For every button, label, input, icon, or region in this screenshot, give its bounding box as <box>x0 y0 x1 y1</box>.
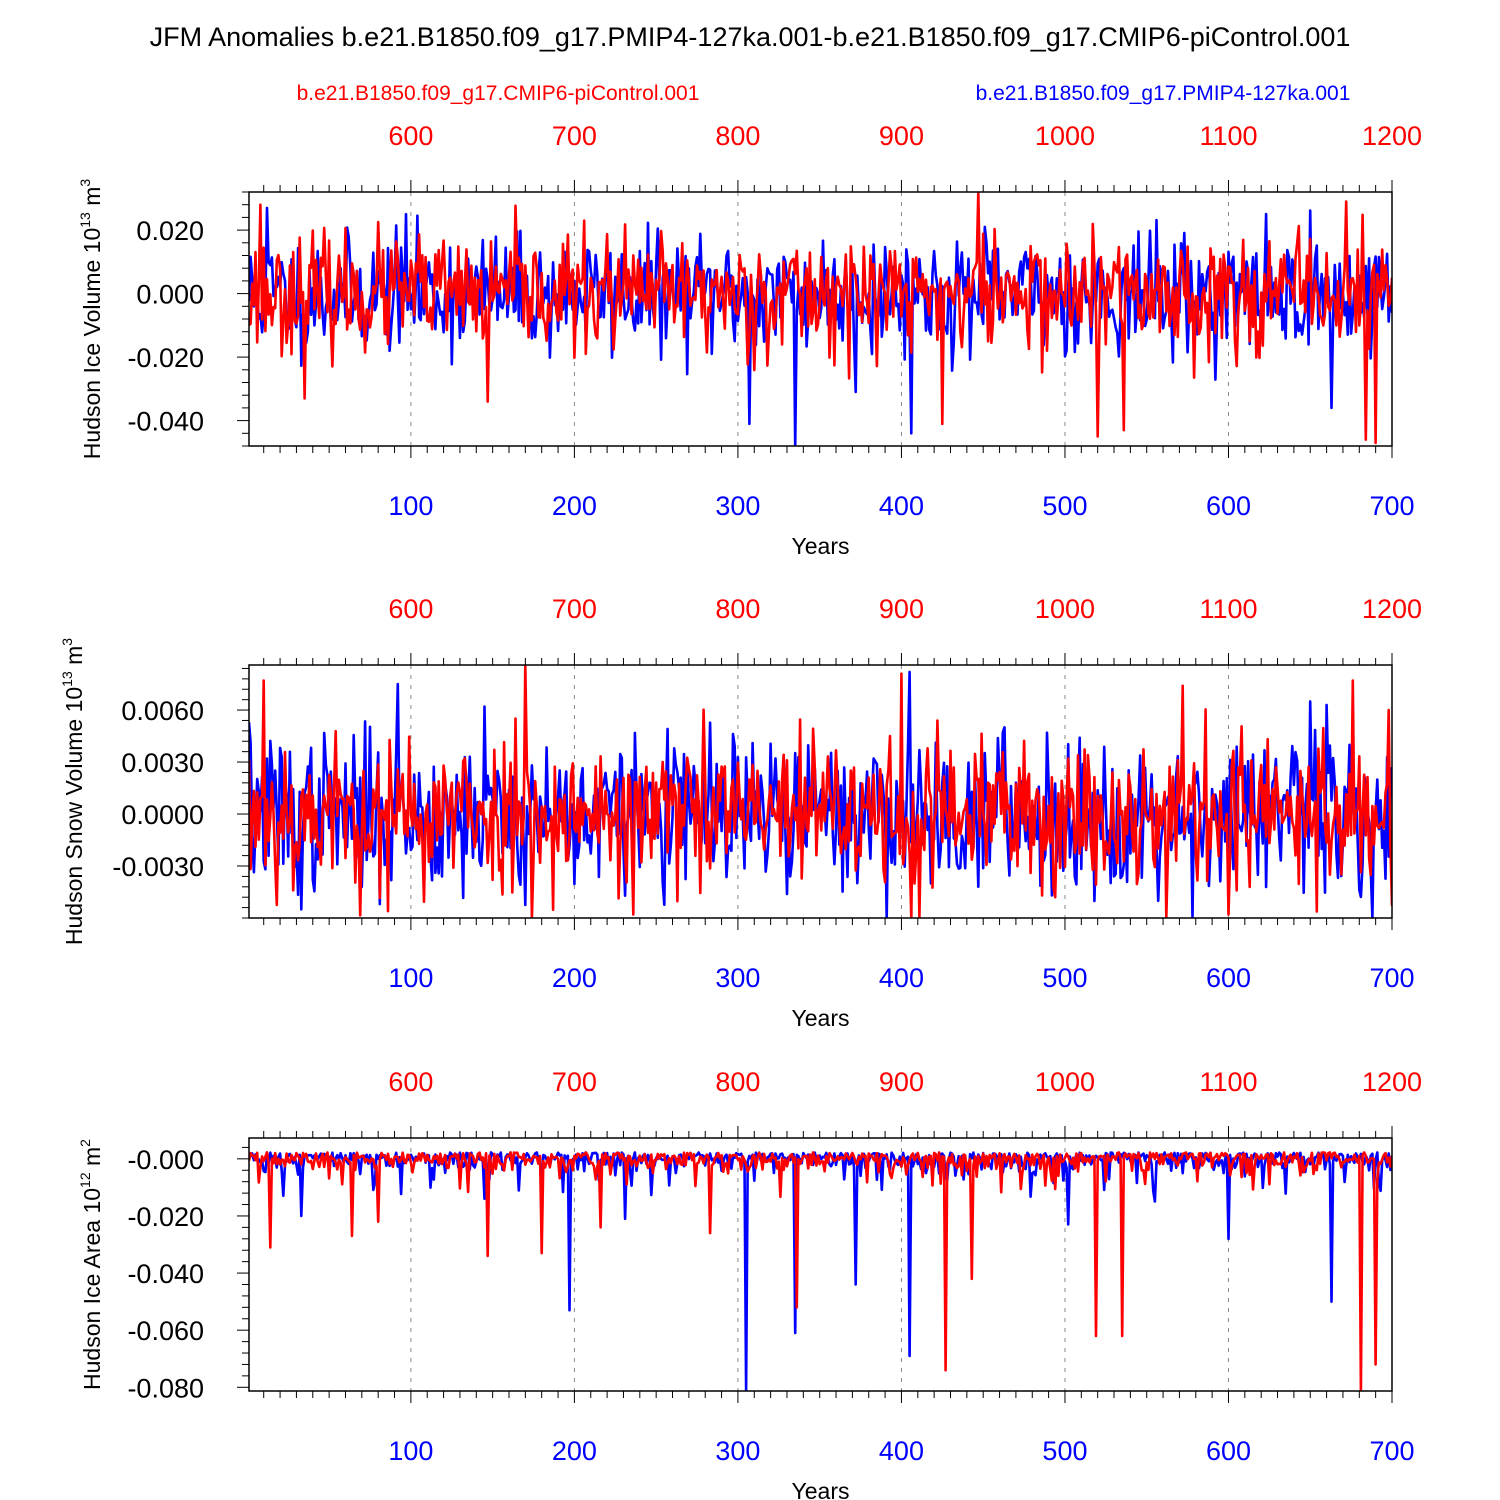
y-axis-label: Hudson Snow Volume 1013 m3 <box>59 638 87 945</box>
x-tick-label-top: 600 <box>388 594 433 624</box>
legend-control-label: b.e21.B1850.f09_g17.CMIP6-piControl.001 <box>297 82 700 105</box>
y-tick-label: -0.020 <box>127 343 204 373</box>
y-axis-label-unit-exp: 3 <box>77 179 93 187</box>
y-axis-label-main: Hudson Snow Volume 10 <box>61 687 87 945</box>
x-tick-label-top: 600 <box>388 1067 433 1097</box>
y-tick-label: -0.080 <box>127 1373 204 1403</box>
series-line-pmip <box>249 206 1392 446</box>
x-tick-label-bottom: 600 <box>1206 491 1251 521</box>
plot-frame <box>248 664 1393 919</box>
x-tick-label-bottom: 300 <box>715 491 760 521</box>
panel-snow-volume: 100 200 300 400 500 600 700 600 700 800 900 1000 110… <box>59 594 1422 1031</box>
x-tick-label-bottom: 500 <box>1042 963 1087 993</box>
x-tick-label-top: 900 <box>879 1067 924 1097</box>
y-tick-label: -0.040 <box>127 1259 204 1289</box>
series-line-control <box>249 665 1392 918</box>
x-tick-label-bottom: 600 <box>1206 963 1251 993</box>
x-tick-label-bottom: 400 <box>879 963 924 993</box>
x-tick-label-bottom: 400 <box>879 1436 924 1466</box>
x-tick-label-top: 800 <box>715 594 760 624</box>
y-axis-label-exp: 12 <box>77 1172 93 1188</box>
y-axis-label: Hudson Ice Volume 1013 m3 <box>77 179 105 460</box>
series-line-control <box>249 1151 1392 1391</box>
y-axis-label-unit: m <box>61 646 87 672</box>
x-tick-label-bottom: 100 <box>388 963 433 993</box>
chart-title: JFM Anomalies b.e21.B1850.f09_g17.PMIP4-… <box>150 22 1351 52</box>
panels: 100 200 300 400 500 600 700 600 700 800 900 1000 110… <box>59 121 1422 1500</box>
panel-ice-volume: 100 200 300 400 500 600 700 600 700 800 900 1000 110… <box>77 121 1422 559</box>
x-tick-label-bottom: 300 <box>715 963 760 993</box>
x-tick-label-top: 1200 <box>1362 594 1422 624</box>
x-tick-label-top: 1200 <box>1362 1067 1422 1097</box>
x-tick-label-bottom: 700 <box>1369 1436 1414 1466</box>
x-tick-label-bottom: 400 <box>879 491 924 521</box>
x-tick-label-bottom: 100 <box>388 491 433 521</box>
y-tick-label: -0.020 <box>127 1202 204 1232</box>
x-axis-label: Years <box>792 533 850 559</box>
y-tick-label: 0.000 <box>136 280 204 310</box>
x-tick-label-bottom: 500 <box>1042 491 1087 521</box>
x-tick-label-bottom: 700 <box>1369 963 1414 993</box>
y-tick-label: -0.000 <box>127 1145 204 1175</box>
y-tick-label: 0.0030 <box>121 748 204 778</box>
x-tick-label-bottom: 200 <box>552 491 597 521</box>
x-tick-label-top: 800 <box>715 121 760 151</box>
y-tick-label: -0.0030 <box>112 852 204 882</box>
legend-pmip-label: b.e21.B1850.f09_g17.PMIP4-127ka.001 <box>976 82 1351 105</box>
y-tick-label: 0.020 <box>136 216 204 246</box>
y-axis-label-unit: m <box>79 187 105 213</box>
y-tick-label: 0.0000 <box>121 800 204 830</box>
x-tick-label-top: 1000 <box>1035 121 1095 151</box>
y-tick-label: 0.0060 <box>121 696 204 726</box>
x-tick-label-top: 1100 <box>1199 1067 1257 1097</box>
y-axis-label-unit: m <box>79 1147 105 1173</box>
x-tick-label-bottom: 500 <box>1042 1436 1087 1466</box>
x-tick-label-bottom: 200 <box>552 963 597 993</box>
x-tick-label-bottom: 100 <box>388 1436 433 1466</box>
x-tick-label-top: 900 <box>879 594 924 624</box>
y-axis-label-unit-exp: 2 <box>77 1139 93 1147</box>
y-axis-label-unit-exp: 3 <box>59 638 75 646</box>
x-tick-label-top: 1000 <box>1035 1067 1095 1097</box>
y-axis-label-main: Hudson Ice Volume 10 <box>79 228 105 459</box>
x-tick-label-top: 1100 <box>1199 594 1257 624</box>
plot-frame <box>248 1137 1393 1392</box>
y-tick-label: -0.040 <box>127 407 204 437</box>
y-axis-label-main: Hudson Ice Area 10 <box>79 1188 105 1390</box>
series-line-control <box>249 192 1392 445</box>
x-tick-label-bottom: 700 <box>1369 491 1414 521</box>
y-axis-label-exp: 13 <box>77 212 93 228</box>
y-axis-label: Hudson Ice Area 1012 m2 <box>77 1139 105 1390</box>
panel-ice-area: 100 200 300 400 500 600 700 600 700 800 900 1000 110… <box>77 1067 1422 1500</box>
x-tick-label-top: 1200 <box>1362 121 1422 151</box>
x-axis-label: Years <box>792 1478 850 1500</box>
x-tick-label-top: 1000 <box>1035 594 1095 624</box>
x-tick-label-top: 700 <box>552 594 597 624</box>
y-axis-label-exp: 13 <box>59 671 75 687</box>
x-tick-label-top: 800 <box>715 1067 760 1097</box>
series-line-pmip <box>249 1151 1392 1391</box>
x-tick-label-top: 600 <box>388 121 433 151</box>
x-tick-label-bottom: 300 <box>715 1436 760 1466</box>
x-tick-label-top: 700 <box>552 1067 597 1097</box>
series-line-pmip <box>249 670 1392 918</box>
x-axis-label: Years <box>792 1005 850 1031</box>
x-tick-label-top: 700 <box>552 121 597 151</box>
x-tick-label-bottom: 200 <box>552 1436 597 1466</box>
x-tick-label-bottom: 600 <box>1206 1436 1251 1466</box>
y-tick-label: -0.060 <box>127 1316 204 1346</box>
x-tick-label-top: 900 <box>879 121 924 151</box>
x-tick-label-top: 1100 <box>1199 121 1257 151</box>
